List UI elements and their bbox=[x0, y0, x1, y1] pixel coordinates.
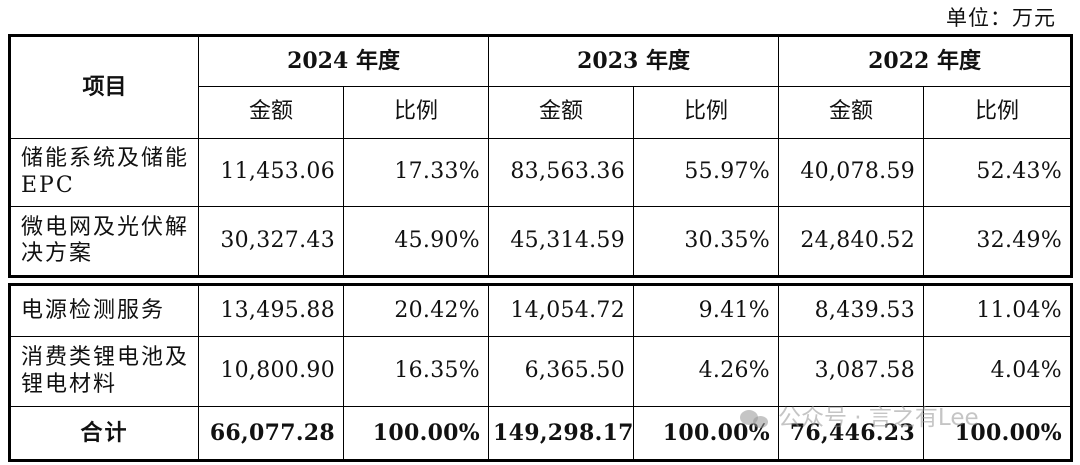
total-amount-cell: 76,446.23 bbox=[778, 406, 924, 461]
row-label: 储能系统及储能 EPC bbox=[9, 138, 199, 207]
amount-cell: 30,327.43 bbox=[198, 206, 344, 277]
table-row: 微电网及光伏解决方案 30,327.43 45.90% 45,314.59 30… bbox=[9, 206, 1073, 277]
table-row: 消费类锂电池及锂电材料 10,800.90 16.35% 6,365.50 4.… bbox=[9, 336, 1072, 407]
amount-cell: 14,054.72 bbox=[488, 284, 634, 337]
amount-cell: 3,087.58 bbox=[778, 336, 924, 407]
total-amount-cell: 149,298.17 bbox=[488, 406, 634, 461]
amount-cell: 11,453.06 bbox=[198, 138, 344, 207]
ratio-cell: 11.04% bbox=[923, 284, 1072, 337]
amount-cell: 10,800.90 bbox=[198, 336, 344, 407]
year-header-2023: 2023 年度 bbox=[488, 35, 780, 87]
total-ratio-cell: 100.00% bbox=[923, 406, 1072, 461]
ratio-header: 比例 bbox=[633, 86, 780, 139]
amount-cell: 6,365.50 bbox=[488, 336, 634, 407]
amount-cell: 13,495.88 bbox=[198, 284, 344, 337]
year-header-row: 项目 2024 年度 2023 年度 2022 年度 bbox=[9, 35, 1073, 139]
amount-cell: 83,563.36 bbox=[488, 138, 635, 207]
table-row: 电源检测服务 13,495.88 20.42% 14,054.72 9.41% … bbox=[9, 284, 1072, 337]
total-ratio-cell: 100.00% bbox=[633, 406, 779, 461]
ratio-cell: 30.35% bbox=[633, 206, 780, 277]
ratio-header: 比例 bbox=[923, 86, 1073, 139]
year-header-2024: 2024 年度 bbox=[197, 35, 490, 87]
amount-cell: 24,840.52 bbox=[778, 206, 925, 277]
row-label: 电源检测服务 bbox=[9, 284, 199, 337]
ratio-header: 比例 bbox=[342, 86, 490, 139]
total-ratio-cell: 100.00% bbox=[343, 406, 489, 461]
revenue-table-lower: 电源检测服务 13,495.88 20.42% 14,054.72 9.41% … bbox=[8, 283, 1073, 462]
total-row: 合计 66,077.28 100.00% 149,298.17 100.00% … bbox=[9, 406, 1072, 461]
table-row: 储能系统及储能 EPC 11,453.06 17.33% 83,563.36 5… bbox=[9, 138, 1073, 207]
amount-cell: 45,314.59 bbox=[488, 206, 635, 277]
item-header: 项目 bbox=[9, 35, 199, 139]
ratio-cell: 20.42% bbox=[343, 284, 489, 337]
ratio-cell: 16.35% bbox=[343, 336, 489, 407]
ratio-cell: 17.33% bbox=[342, 138, 490, 207]
year-header-2022: 2022 年度 bbox=[778, 35, 1073, 87]
amount-cell: 8,439.53 bbox=[778, 284, 924, 337]
amount-header: 金额 bbox=[488, 86, 635, 139]
ratio-cell: 45.90% bbox=[342, 206, 490, 277]
ratio-cell: 4.04% bbox=[923, 336, 1072, 407]
row-label: 消费类锂电池及锂电材料 bbox=[9, 336, 199, 407]
row-label: 微电网及光伏解决方案 bbox=[9, 206, 199, 277]
unit-label: 单位：万元 bbox=[946, 6, 1056, 30]
total-label: 合计 bbox=[9, 406, 199, 461]
ratio-cell: 9.41% bbox=[633, 284, 779, 337]
ratio-cell: 4.26% bbox=[633, 336, 779, 407]
revenue-table-upper: 项目 2024 年度 2023 年度 2022 年度 金额 比例 金额 比例 金… bbox=[8, 34, 1074, 278]
total-amount-cell: 66,077.28 bbox=[198, 406, 344, 461]
amount-cell: 40,078.59 bbox=[778, 138, 925, 207]
ratio-cell: 32.49% bbox=[923, 206, 1073, 277]
amount-header: 金额 bbox=[778, 86, 925, 139]
ratio-cell: 52.43% bbox=[923, 138, 1073, 207]
amount-header: 金额 bbox=[198, 86, 344, 139]
ratio-cell: 55.97% bbox=[633, 138, 780, 207]
